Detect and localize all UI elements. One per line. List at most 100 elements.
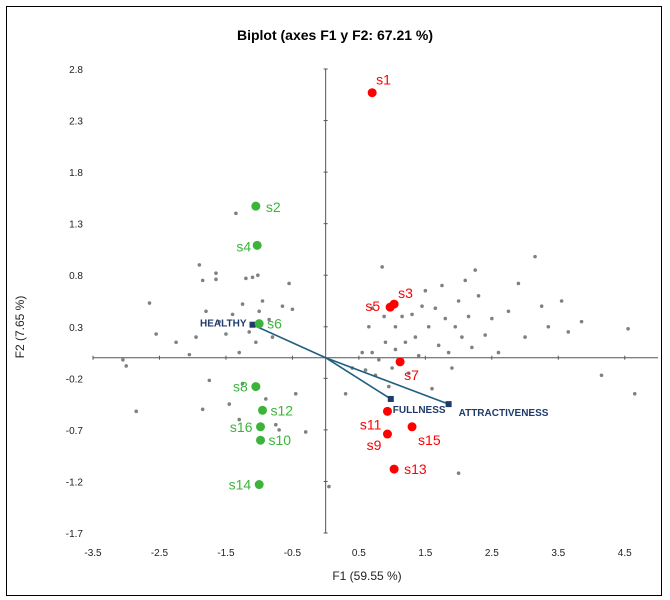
- x-axis-label: F1 (59.55 %): [332, 569, 401, 583]
- grey-point: [579, 319, 584, 324]
- grey-point: [290, 307, 295, 312]
- green-point-s2: [251, 201, 261, 211]
- grey-point: [174, 340, 178, 345]
- grey-point: [197, 263, 202, 267]
- green-point-s12: [258, 405, 267, 415]
- grey-point: [496, 350, 501, 355]
- grey-point: [147, 301, 152, 305]
- grey-point: [416, 353, 421, 358]
- grey-point: [383, 340, 388, 345]
- grey-point: [270, 335, 275, 339]
- grey-point: [134, 409, 139, 414]
- x-tick-label: 4.5: [618, 548, 632, 559]
- point-label-s6: s6: [267, 316, 282, 332]
- x-tick-label: -0.5: [284, 548, 302, 559]
- grey-point: [403, 340, 408, 345]
- grey-point: [240, 302, 245, 306]
- chart-frame: [6, 6, 662, 596]
- grey-point: [370, 350, 374, 355]
- point-label-s11: s11: [360, 416, 382, 432]
- grey-point: [224, 332, 228, 336]
- vector-label: FULLNESS: [393, 405, 446, 416]
- grey-point: [200, 278, 205, 283]
- vector-line: [252, 323, 326, 359]
- y-tick-label: -1.2: [66, 477, 84, 488]
- point-label-s2: s2: [266, 199, 281, 215]
- grey-point: [446, 350, 451, 355]
- grey-point: [516, 281, 521, 286]
- grey-point: [214, 271, 218, 275]
- grey-point: [244, 276, 248, 281]
- x-tick-label: 2.5: [485, 548, 499, 559]
- grey-point: [214, 277, 218, 282]
- grey-point: [420, 304, 424, 308]
- grey-point: [523, 335, 527, 339]
- grey-point: [367, 324, 371, 329]
- vector-label: ATTRACTIVENESS: [459, 408, 549, 419]
- grey-point: [293, 392, 298, 396]
- grey-point: [466, 314, 471, 319]
- grey-point: [237, 417, 242, 422]
- grey-point: [154, 332, 158, 336]
- y-tick-label: -0.7: [66, 426, 84, 437]
- y-axis-label: F2 (7.65 %): [13, 296, 27, 359]
- point-label-s12: s12: [271, 402, 294, 418]
- grey-point: [559, 299, 564, 303]
- vector-endpoint: [249, 321, 256, 328]
- point-label-s15: s15: [418, 432, 441, 448]
- grey-point: [450, 366, 454, 370]
- vector-label: HEALTHY: [200, 319, 247, 330]
- point-label-s7: s7: [404, 367, 419, 383]
- y-tick-label: 2.8: [69, 65, 83, 76]
- x-tick-label: -1.5: [217, 548, 235, 559]
- grey-point: [386, 384, 391, 389]
- grey-point: [256, 273, 260, 278]
- grey-point: [490, 316, 494, 321]
- grey-point: [390, 366, 394, 370]
- grey-point: [436, 343, 441, 348]
- grey-point: [626, 327, 630, 331]
- grey-point: [453, 324, 458, 329]
- vector-endpoint: [445, 401, 452, 408]
- grey-point: [370, 306, 374, 311]
- grey-point: [546, 324, 551, 329]
- grey-point: [377, 357, 381, 362]
- grey-point: [187, 352, 192, 357]
- grey-point: [303, 430, 308, 434]
- grey-point: [460, 335, 464, 339]
- grey-point: [433, 306, 438, 311]
- tick-labels: -3.5 -2.5 -1.5 -0.5 0.5 1.5 2.5 3.5 4.5 2.8 2.3 1.8…: [66, 65, 632, 559]
- point-label-s14: s14: [229, 477, 252, 493]
- red-point-s5: [385, 302, 395, 312]
- grey-point: [267, 317, 271, 322]
- axes-group: [93, 69, 658, 533]
- grey-point: [234, 211, 238, 216]
- grey-point: [393, 324, 398, 329]
- grey-point: [343, 392, 348, 396]
- grey-point: [121, 357, 125, 362]
- x-tick-label: 0.5: [352, 548, 366, 559]
- grey-point: [363, 368, 368, 372]
- green-point-s10: [256, 435, 266, 445]
- grey-point: [264, 397, 268, 401]
- labeled-points-group: s1 s3 s5 s7 s11 s9 s15 s13 s2 s4 s6 s8 s12 s16 s10 s14: [229, 72, 441, 493]
- red-point-s9: [382, 429, 392, 439]
- y-tick-label: -1.7: [66, 529, 84, 540]
- grey-point: [237, 350, 242, 355]
- point-label-s10: s10: [269, 432, 292, 448]
- grey-point: [393, 347, 398, 352]
- green-point-s4: [252, 240, 262, 250]
- grey-point: [533, 254, 537, 259]
- x-tick-label: 1.5: [418, 548, 432, 559]
- red-point-s7: [395, 357, 405, 367]
- y-tick-label: 1.8: [69, 168, 83, 179]
- grey-points-group: [121, 211, 637, 489]
- grey-point: [260, 299, 265, 303]
- y-tick-label: 0.8: [69, 271, 83, 282]
- vector-endpoint: [387, 395, 394, 402]
- point-label-s4: s4: [236, 238, 251, 254]
- grey-point: [194, 335, 198, 339]
- point-label-s8: s8: [233, 379, 248, 395]
- grey-point: [456, 299, 461, 303]
- vector-line: [325, 357, 392, 400]
